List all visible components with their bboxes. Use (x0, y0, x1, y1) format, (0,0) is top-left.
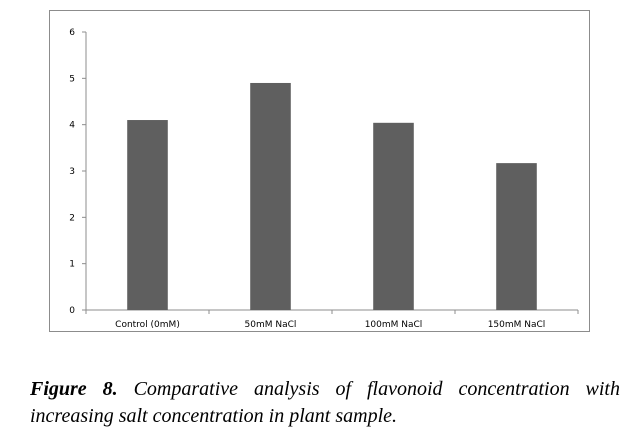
y-tick-label: 6 (69, 28, 75, 38)
y-tick-label: 4 (69, 121, 75, 131)
x-tick-labels: Control (0mM) 50mM NaCl 100mM NaCl 150mM Na… (115, 320, 545, 330)
caption-text: Comparative analysis of flavonoid concen… (30, 378, 620, 427)
bar-chart: 0 1 2 3 4 5 6 Control (0mM) 50mM NaCl 100mM NaCl… (69, 28, 579, 330)
y-tick-label: 0 (69, 306, 75, 316)
bar (127, 120, 168, 311)
bar (373, 122, 414, 311)
x-tick-label: Control (0mM) (115, 320, 180, 330)
x-tick-label: 150mM NaCl (488, 320, 546, 330)
bar (250, 82, 291, 310)
chart-bars (127, 82, 537, 311)
caption-label: Figure 8. (30, 378, 118, 400)
y-tick-label: 5 (69, 74, 75, 84)
y-tick-labels: 0 1 2 3 4 5 6 (69, 28, 75, 316)
figure-caption: Figure 8. Comparative analysis of flavon… (30, 376, 620, 430)
x-tick-label: 100mM NaCl (365, 320, 423, 330)
chart-axes (82, 31, 579, 314)
y-tick-label: 3 (69, 167, 75, 177)
y-tick-label: 1 (69, 260, 75, 270)
bar (496, 163, 537, 310)
x-tick-label: 50mM NaCl (245, 320, 297, 330)
y-tick-label: 2 (69, 213, 75, 223)
